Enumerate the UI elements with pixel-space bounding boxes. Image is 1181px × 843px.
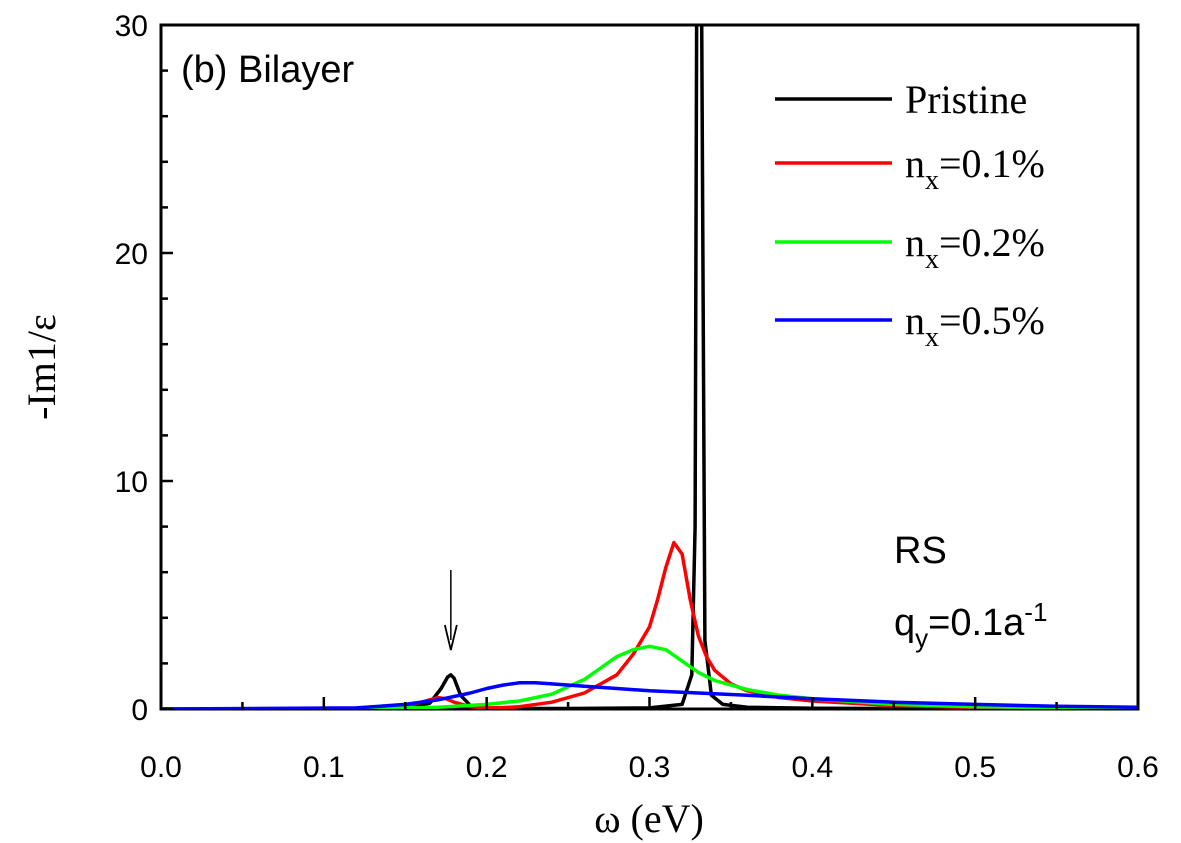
series-line-3 xyxy=(161,681,1138,709)
y-tick-label: 0 xyxy=(131,694,148,727)
x-tick-label: 0.2 xyxy=(466,751,508,784)
legend-label-0: Pristine xyxy=(905,77,1027,122)
x-tick-label: 0.3 xyxy=(629,751,671,784)
y-tick-label: 20 xyxy=(115,238,148,271)
x-axis-title: ω (eV) xyxy=(594,796,704,841)
q-label: qy=0.1a-1 xyxy=(894,597,1047,653)
y-tick-label: 30 xyxy=(115,10,148,43)
q-sub: y xyxy=(915,623,928,653)
q-value: =0.1a xyxy=(928,602,1025,644)
series-line-0 xyxy=(161,25,1138,709)
panel-label: (b) Bilayer xyxy=(181,49,354,91)
model-label: RS xyxy=(894,530,947,572)
legend-label-2: nx=0.2% xyxy=(905,220,1045,275)
ticks-layer: 0.0 0.1 0.2 0.3 0.4 0.5 0.6 0 10 20 30 xyxy=(115,10,1159,784)
arrow-head xyxy=(443,624,458,651)
q-sup: -1 xyxy=(1024,597,1047,627)
peak-arrow xyxy=(443,570,458,651)
q-main: q xyxy=(894,602,915,644)
x-tick-label: 0.1 xyxy=(303,751,345,784)
y-axis-title: -Im1/ε xyxy=(19,314,64,420)
x-tick-label: 0.0 xyxy=(140,751,182,784)
y-tick-label: 10 xyxy=(115,466,148,499)
series-layer xyxy=(161,25,1138,709)
legend: Pristine nx=0.1% nx=0.2% nx=0.5% xyxy=(775,77,1045,353)
legend-label-3: nx=0.5% xyxy=(905,298,1045,353)
legend-label-1: nx=0.1% xyxy=(905,141,1045,196)
x-tick-label: 0.6 xyxy=(1117,751,1159,784)
x-tick-label: 0.4 xyxy=(791,751,833,784)
x-tick-label: 0.5 xyxy=(954,751,996,784)
